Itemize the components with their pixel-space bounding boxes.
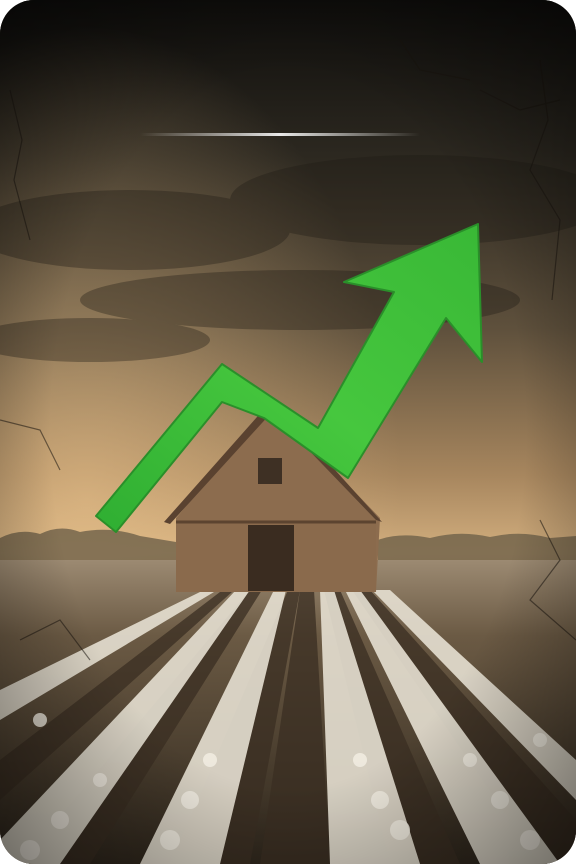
vignette <box>0 0 576 864</box>
farm-growth-illustration <box>0 0 576 864</box>
artwork-card <box>0 0 576 864</box>
